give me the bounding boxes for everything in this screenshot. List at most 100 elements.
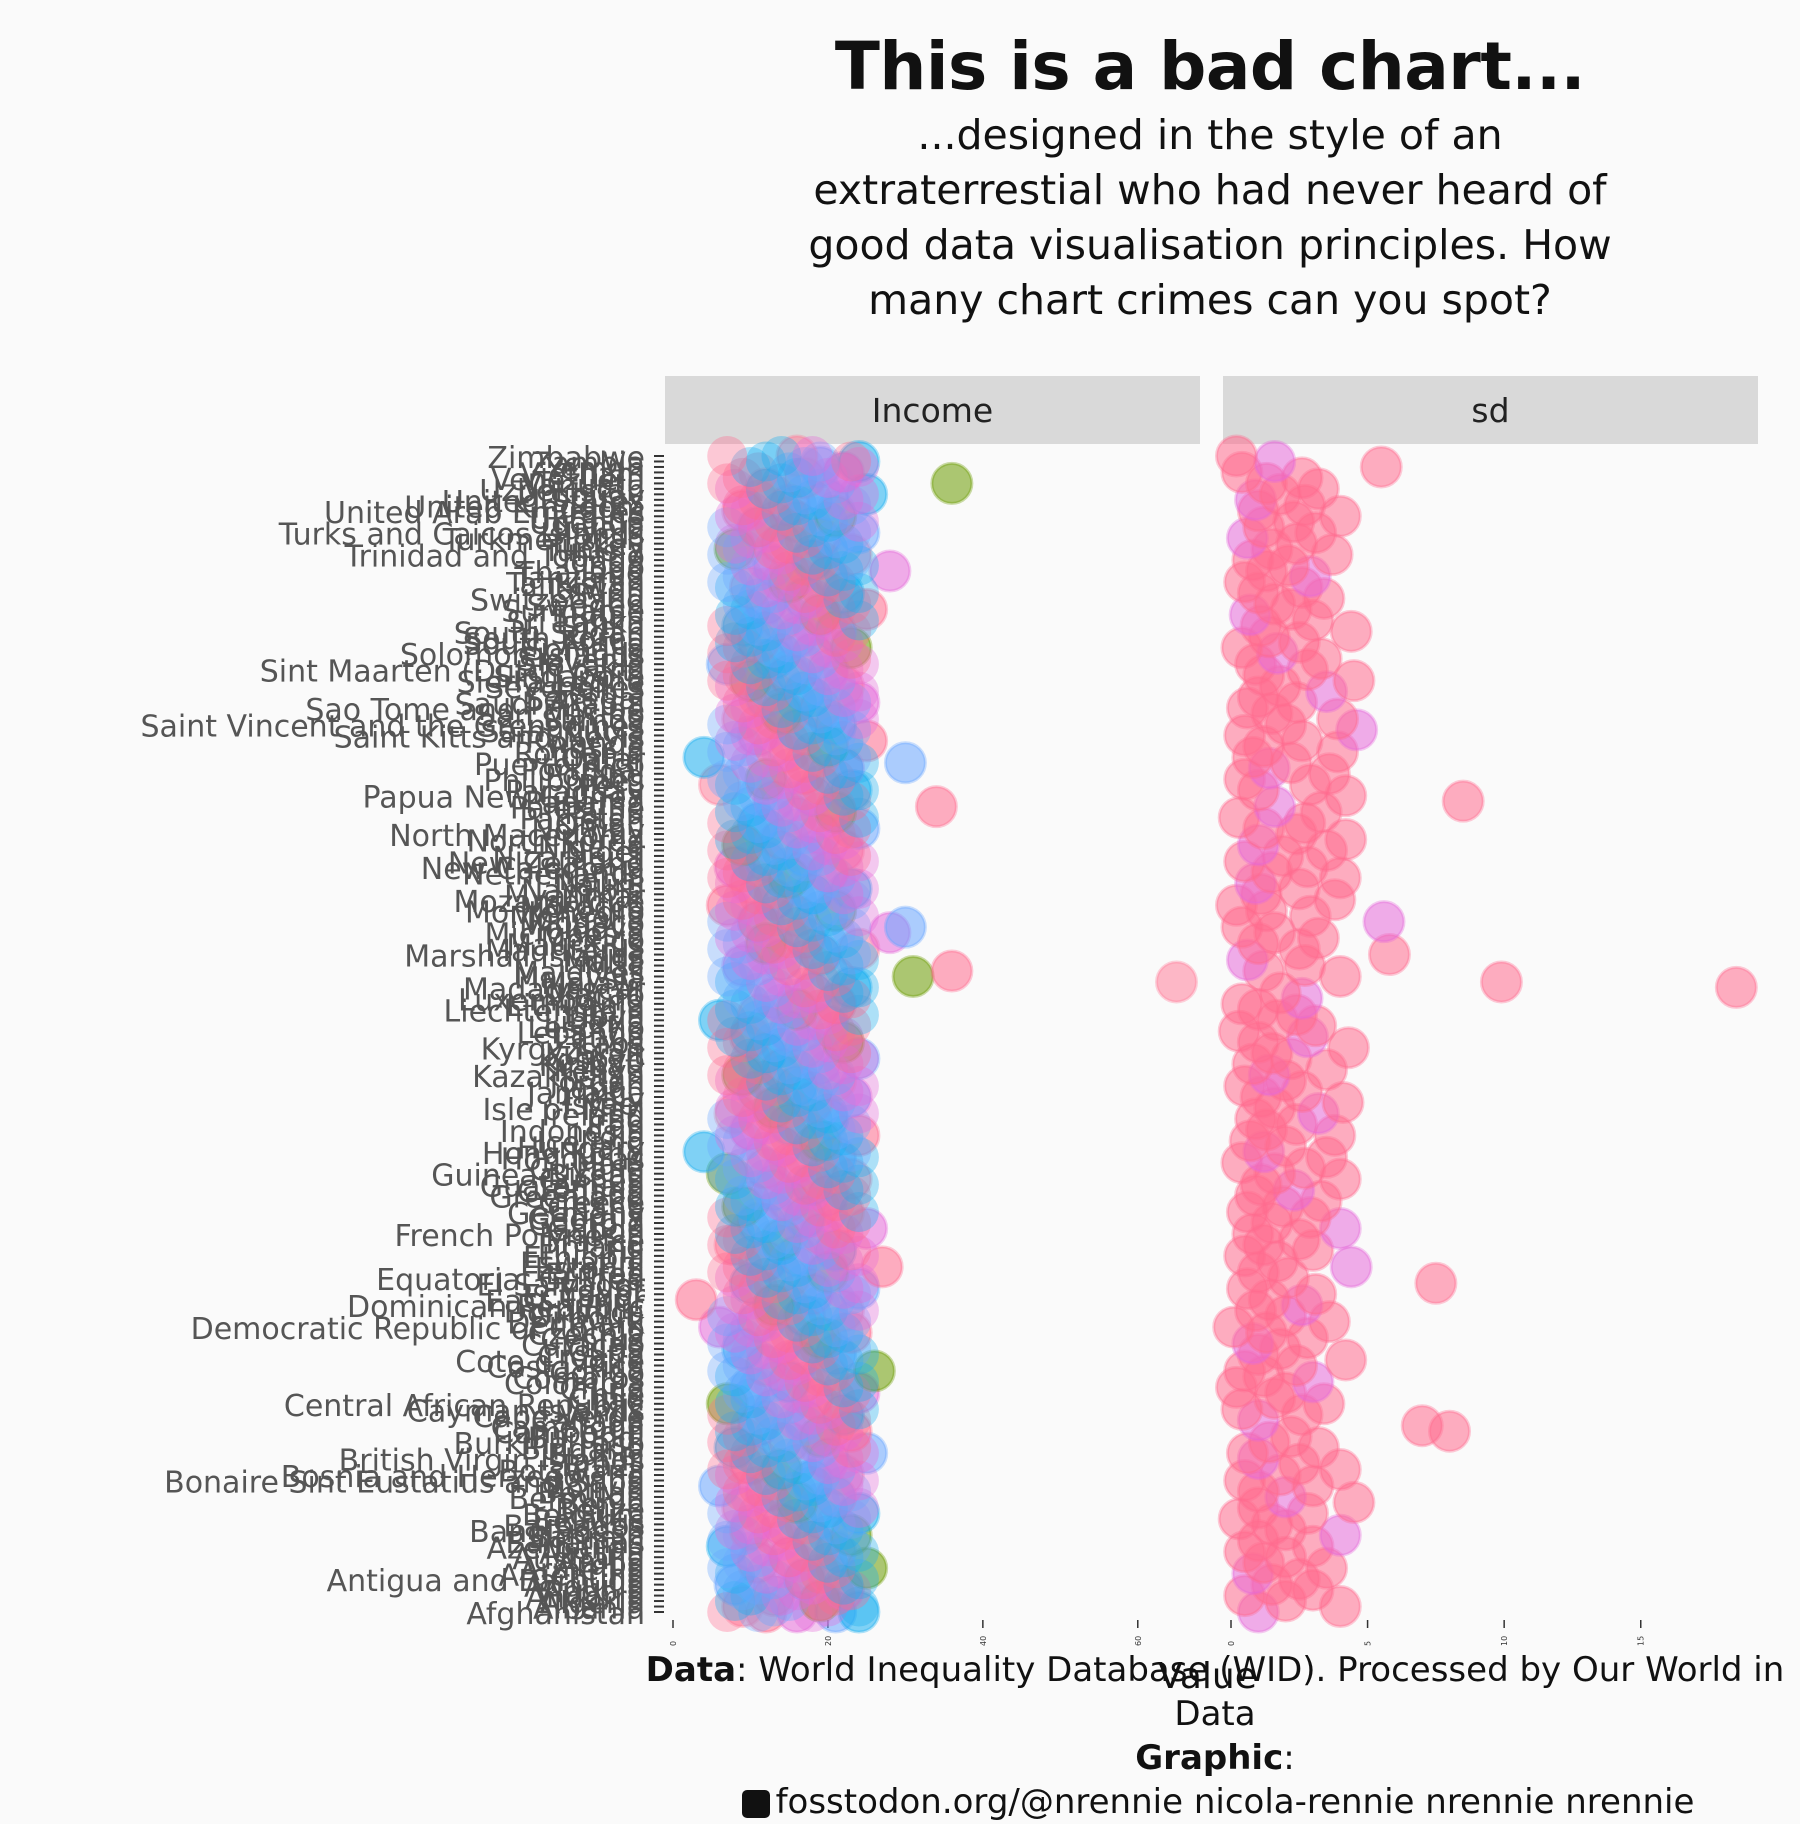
y-tick-label: Cape Verde: [473, 1400, 645, 1435]
data-point-income-jitter: [831, 1498, 872, 1539]
data-point-income-jitter: [838, 1038, 879, 1079]
data-point-income-jitter: [730, 814, 771, 855]
data-point-income-jitter: [800, 1526, 841, 1567]
data-point-income-jitter: [831, 1427, 872, 1468]
data-point-income-jitter: [761, 1181, 802, 1222]
data-point-income-jitter: [714, 523, 755, 564]
data-point-income-jitter: [823, 523, 864, 564]
data-point-income-jitter: [800, 666, 841, 707]
y-tick-label: East Timor: [485, 1285, 646, 1320]
data-point-income-jitter: [722, 655, 763, 696]
y-tick-label: Guatemala: [480, 1170, 645, 1205]
y-tick-label: Canada: [531, 1405, 645, 1440]
data-point-income-jitter: [838, 545, 879, 586]
data-point-income-jitter: [831, 1230, 872, 1271]
data-point-income-jitter: [823, 748, 864, 789]
data-point-income-jitter: [769, 720, 810, 761]
data-point-sd: [1214, 434, 1258, 478]
data-point-income-jitter: [714, 1159, 755, 1200]
data-point-income-jitter: [800, 890, 841, 931]
data-point-income-jitter: [815, 956, 856, 997]
y-tick-label: Qatar: [561, 742, 646, 777]
data-point-income-jitter: [745, 709, 786, 750]
y-tick-label: Bonaire Sint Eustatius and Saba: [164, 1466, 645, 1501]
y-tick-label: Malaysia: [514, 961, 645, 996]
data-point-income-jitter: [823, 819, 864, 860]
data-point-income-jitter: [769, 792, 810, 833]
data-point-income: [1155, 960, 1199, 1004]
data-point-sd: [1400, 1404, 1444, 1448]
data-point-income: [914, 785, 958, 829]
data-point-income: [705, 642, 749, 686]
y-tick-label: United States: [442, 485, 645, 520]
y-tick-label: Gambia: [528, 1208, 645, 1243]
y-tick-label: New Zealand: [448, 846, 645, 881]
data-point-income-jitter: [800, 638, 841, 679]
data-point-income-jitter: [784, 1011, 825, 1052]
data-point-income-jitter: [722, 1444, 763, 1485]
y-tick-label: Romania: [514, 737, 645, 772]
data-point-income-jitter: [800, 1285, 841, 1326]
data-point-income-jitter: [784, 841, 825, 882]
data-point-income-jitter: [745, 1257, 786, 1298]
data-point-income-jitter: [831, 583, 872, 624]
data-point-income-jitter: [730, 885, 771, 926]
y-tick-label: Niger: [564, 835, 645, 870]
data-point-income-jitter: [776, 512, 817, 553]
y-tick-label: Finland: [538, 1230, 645, 1265]
data-point-income: [883, 741, 927, 785]
data-point-income-jitter: [838, 1487, 879, 1528]
y-tick-label: Isle of Man: [482, 1093, 645, 1128]
data-point-income-jitter: [792, 1592, 833, 1632]
data-point-income-jitter: [831, 540, 872, 581]
data-point-income: [883, 905, 927, 949]
data-point-income-jitter: [792, 1323, 833, 1364]
data-point-income-jitter: [753, 1318, 794, 1359]
data-point-income-jitter: [776, 852, 817, 893]
data-point-income-jitter: [792, 479, 833, 520]
data-point-income-jitter: [807, 994, 848, 1035]
data-point-income-jitter: [800, 1482, 841, 1523]
data-point-income-jitter: [722, 556, 763, 597]
data-point-income-jitter: [831, 1077, 872, 1118]
data-point-income-jitter: [792, 436, 833, 476]
data-point-income-jitter: [714, 819, 755, 860]
data-point-income-jitter: [730, 1334, 771, 1375]
y-tick-label: French Polynesia: [394, 1219, 645, 1254]
data-point-income-jitter: [792, 578, 833, 619]
data-point-income-jitter: [800, 863, 841, 904]
data-point-income-jitter: [707, 1153, 748, 1194]
data-point-income-jitter: [745, 540, 786, 581]
data-point-income-jitter: [800, 1186, 841, 1227]
data-point-income-jitter: [815, 715, 856, 756]
data-point-income-jitter: [707, 1548, 748, 1589]
y-tick-label: Spain: [561, 611, 645, 646]
data-point-income-jitter: [776, 1203, 817, 1244]
data-point-income-jitter: [831, 1372, 872, 1413]
y-tick-label: Croatia: [537, 1340, 645, 1375]
y-tick-label: Turkmenistan: [442, 523, 645, 558]
data-point-income-jitter: [753, 1120, 794, 1161]
data-point-income-jitter: [807, 600, 848, 641]
data-point-income-jitter: [745, 1131, 786, 1172]
data-point-income-jitter: [769, 1044, 810, 1085]
data-point-income-jitter: [722, 753, 763, 794]
data-point-income-jitter: [807, 1487, 848, 1528]
y-tick-label: Mongolia: [509, 901, 645, 936]
data-point-income-jitter: [792, 1170, 833, 1211]
data-point-sd: [1414, 1261, 1458, 1305]
y-tick-label: Iran: [586, 1109, 645, 1144]
data-point-income-jitter: [807, 1192, 848, 1233]
data-point-income-jitter: [753, 572, 794, 613]
y-tick-label: Palestine: [510, 792, 645, 827]
data-point-income-jitter: [784, 1137, 825, 1178]
y-tick-label: Costa Rica: [486, 1350, 645, 1385]
data-point-income-jitter: [792, 534, 833, 575]
y-tick-label: Cyprus: [540, 1323, 645, 1358]
data-point-income-jitter: [769, 523, 810, 564]
y-tick-label: Bangladesh: [469, 1515, 645, 1550]
data-point-income-jitter: [761, 436, 802, 476]
data-point-sd: [1324, 818, 1368, 862]
data-point-income-jitter: [769, 1438, 810, 1479]
y-tick-label: Serbia: [549, 677, 645, 712]
